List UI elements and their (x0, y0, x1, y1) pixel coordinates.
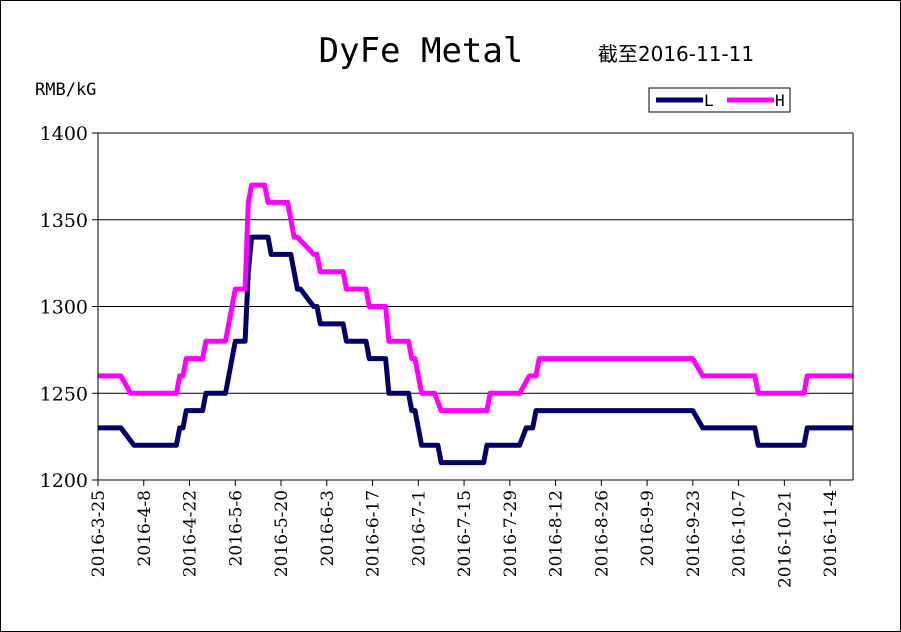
legend-label-L: L (704, 91, 714, 110)
x-tick-label: 2016-9-23 (684, 490, 704, 577)
x-tick-label: 2016-6-17 (364, 490, 384, 577)
gridlines (98, 132, 853, 394)
y-tick-label: 1300 (40, 297, 88, 319)
y-tick-label: 1400 (40, 123, 88, 145)
legend-label-H: H (775, 91, 785, 110)
x-tick-label: 2016-5-6 (226, 490, 246, 566)
x-tick-label: 2016-4-8 (135, 490, 155, 566)
chart-subtitle: 截至2016-11-11 (598, 42, 754, 66)
y-tick-label: 1250 (40, 383, 88, 405)
y-tick-labels: 1400 1350 1300 1250 1200 (40, 123, 88, 492)
x-tick-label: 2016-9-9 (638, 490, 658, 566)
series-line-L (98, 234, 853, 466)
x-tick-label: 2016-8-12 (547, 490, 567, 577)
x-tick-label: 2016-7-1 (409, 490, 429, 566)
y-axis-unit-label: RMB/kG (35, 80, 96, 100)
x-tick-label: 2016-4-22 (181, 490, 201, 577)
x-tick-label: 2016-11-4 (821, 490, 841, 577)
series-lines (98, 182, 853, 466)
x-tick-label: 2016-7-15 (455, 490, 475, 577)
x-tick-label: 2016-10-7 (730, 490, 750, 577)
x-tick-label: 2016-7-29 (501, 490, 521, 577)
series-line-H (98, 182, 853, 414)
axes (92, 132, 854, 481)
x-tick-label: 2016-3-25 (89, 490, 109, 577)
chart-title: DyFe Metal (319, 31, 524, 71)
x-tick-label: 2016-10-21 (775, 490, 795, 588)
y-tick-label: 1200 (40, 470, 88, 492)
x-tick-label: 2016-8-26 (592, 490, 612, 577)
y-tick-label: 1350 (40, 210, 88, 232)
x-tick-label: 2016-5-20 (272, 490, 292, 577)
x-tick-label: 2016-6-3 (318, 490, 338, 566)
x-tick-labels: 2016-3-25 2016-4-8 2016-4-22 2016-5-6 2016-5… (89, 480, 841, 588)
